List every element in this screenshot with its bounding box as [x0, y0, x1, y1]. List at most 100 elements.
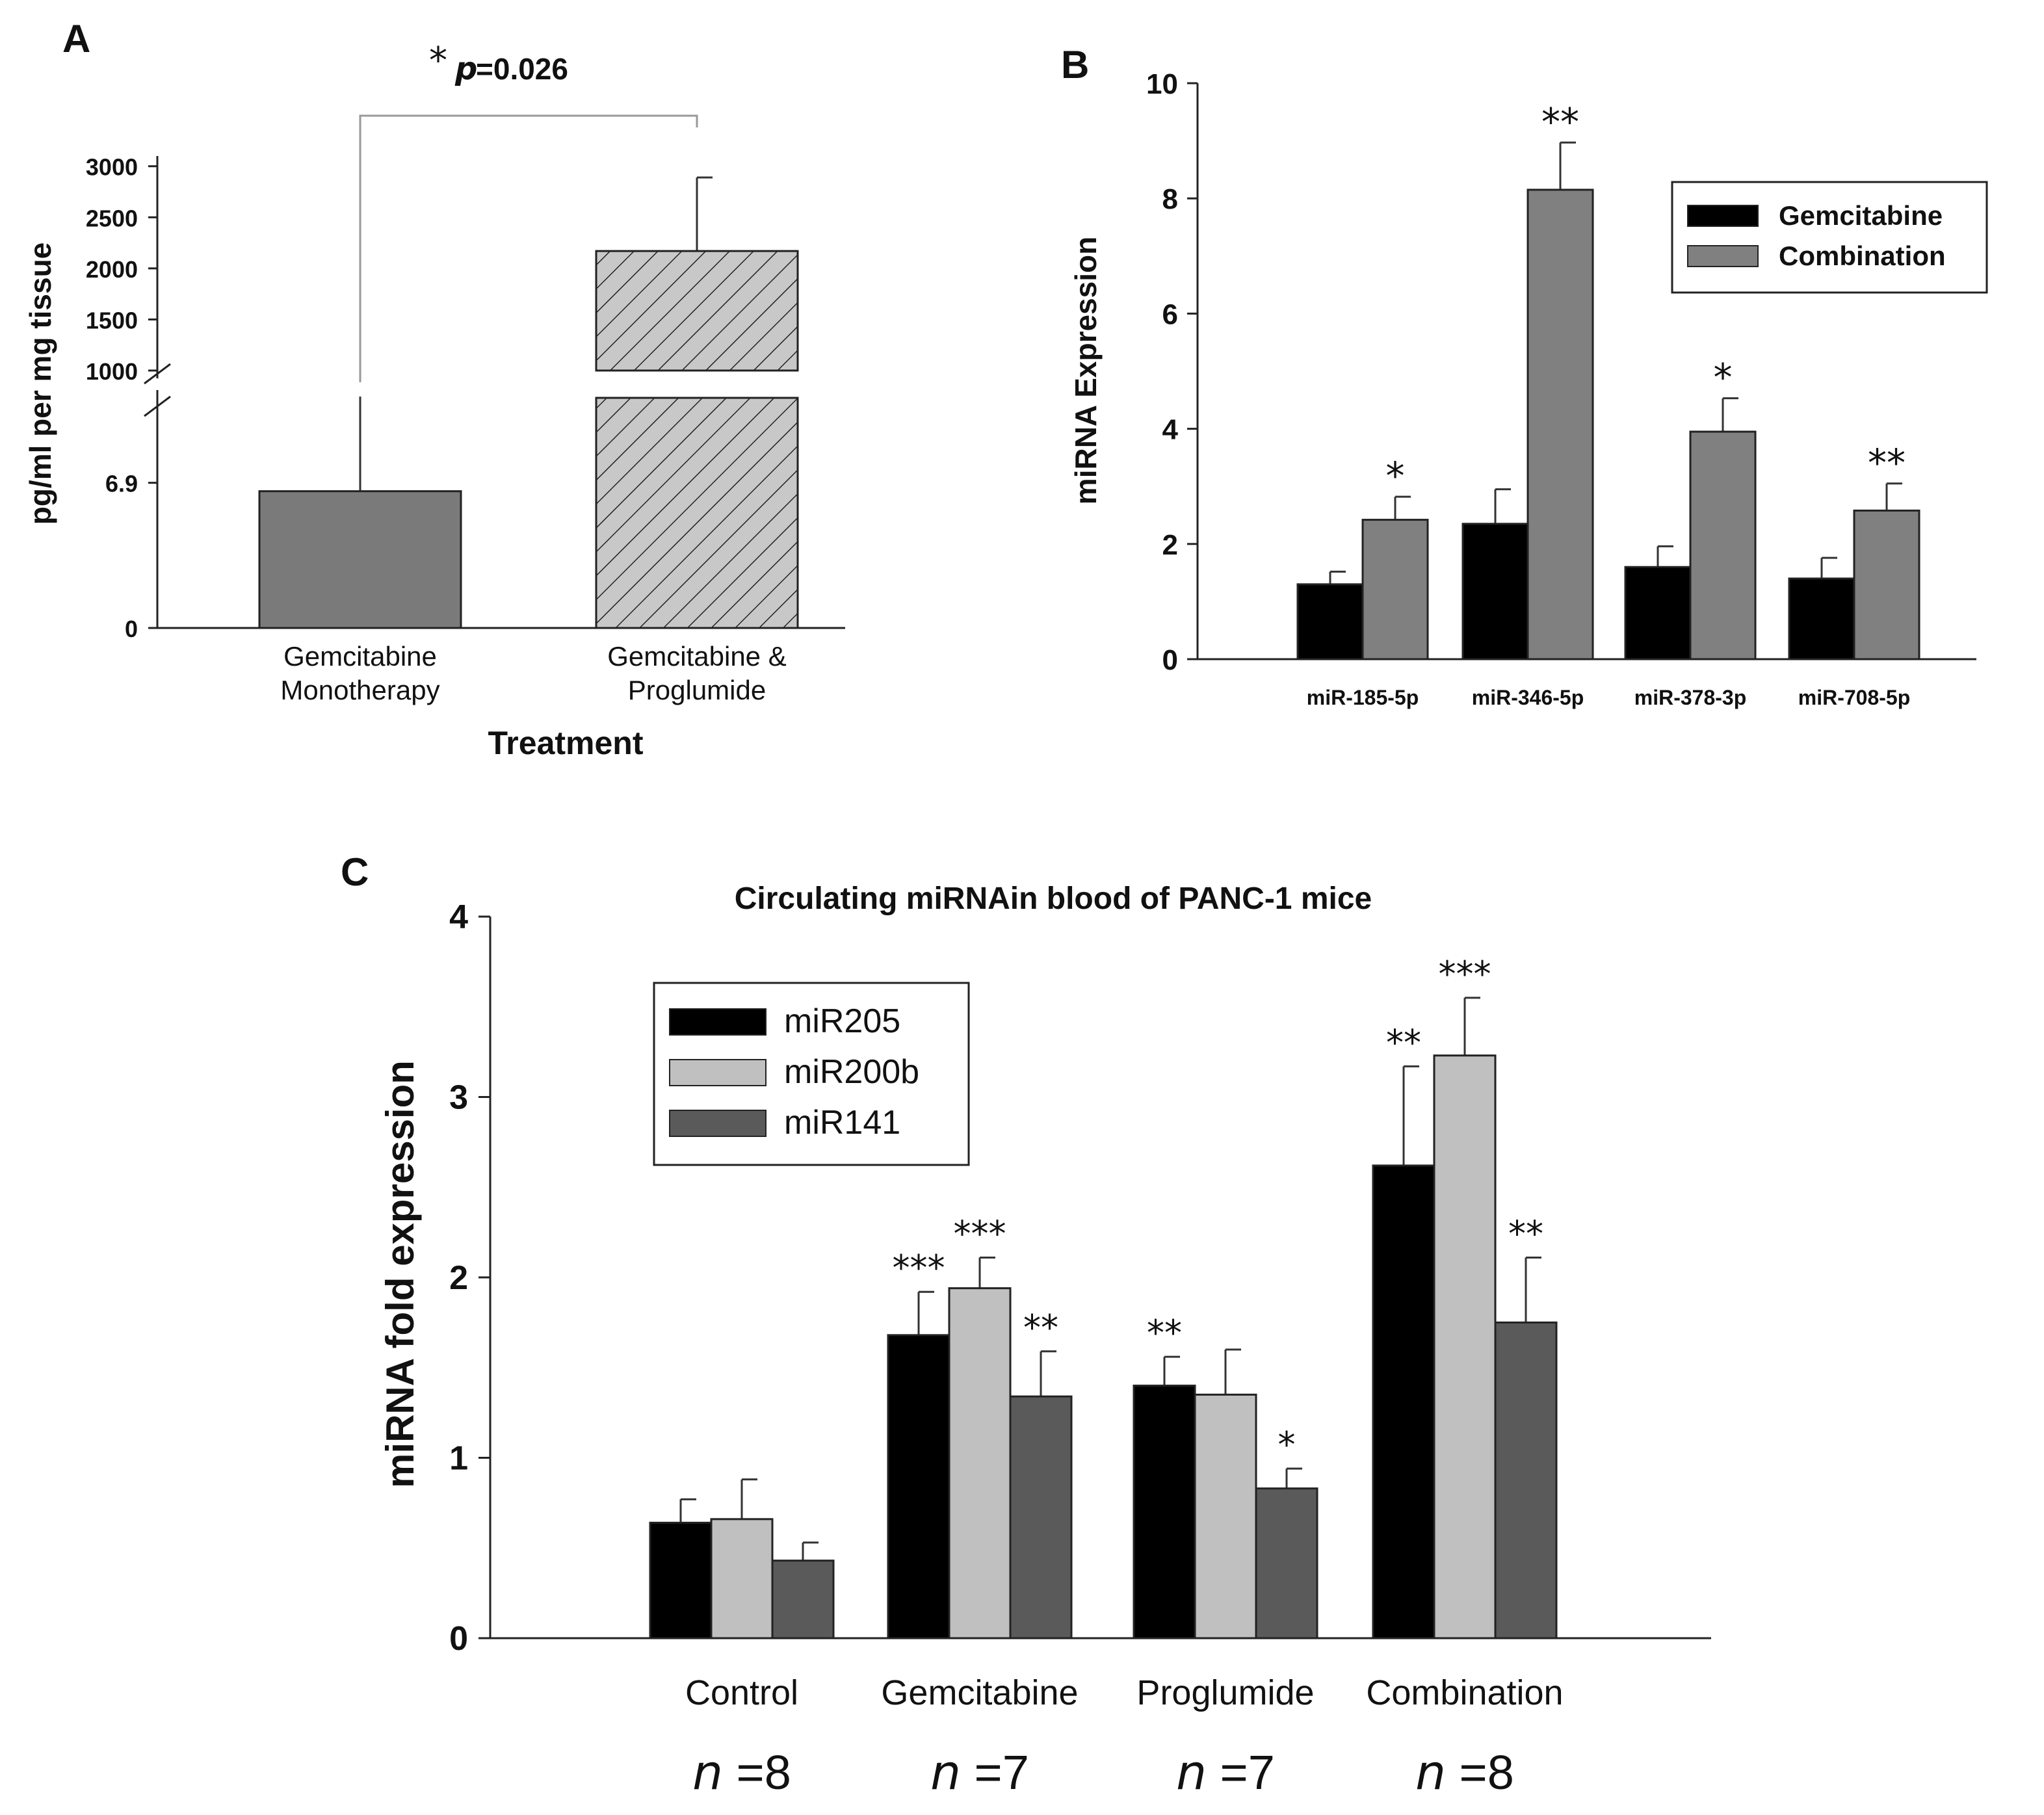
panel-c-legend-swatch [669, 1110, 766, 1137]
panel-c-bar [649, 1521, 713, 1639]
panel-a-sig-value: =0.026 [476, 52, 568, 86]
panel-c-significance-star: *** [954, 1213, 1006, 1254]
panel-c-significance-star: ** [1147, 1312, 1182, 1353]
panel-c-significance-star: * [1278, 1424, 1296, 1465]
panel-c-significance-star: *** [1439, 954, 1491, 995]
panel-c-n-label: n =8 [692, 1745, 791, 1801]
panel-c-significance-star: ** [1023, 1307, 1058, 1348]
panel-c-legend-swatch [669, 1059, 766, 1086]
panel-c-ytick-label: 2 [449, 1259, 468, 1297]
panel-b-significance-star: * [1714, 356, 1733, 400]
panel-a-bar-upper [595, 250, 799, 372]
panel-c-bar [771, 1560, 835, 1639]
panel-c-legend-swatch [669, 1008, 766, 1036]
panel-a-axis-break-mark [144, 363, 171, 385]
panel-c-legend-label: miR141 [784, 1104, 900, 1142]
panel-c-bar [710, 1518, 774, 1639]
panel-c-n-value: =7 [961, 1745, 1029, 1799]
panel-b-significance-star: ** [1541, 99, 1579, 144]
panel-c-xtick-label: Gemcitabine [881, 1673, 1078, 1712]
panel-b-significance-star: * [1386, 454, 1405, 498]
panel-b-legend-swatch [1687, 205, 1759, 227]
panel-c-bar [1494, 1321, 1558, 1639]
panel-b-bar [1296, 583, 1364, 660]
panel-a-ylabel: pg/ml per mg tissue [23, 242, 57, 525]
panel-c-bar [1372, 1164, 1435, 1639]
panel-a-xtick-label: Gemcitabine & [607, 641, 786, 672]
panel-c-significance-star: *** [893, 1247, 945, 1288]
panel-a-xtick-label: Monotherapy [280, 675, 439, 705]
panel-a-bar [258, 490, 462, 629]
panel-c-bar [1433, 1054, 1497, 1639]
panel-c-bar [1194, 1393, 1257, 1639]
panel-c-n-symbol: n [1415, 1745, 1446, 1801]
panel-a-significance: * p =0.026 [429, 40, 568, 87]
panel-c-significance-star: ** [1508, 1213, 1543, 1254]
panel-a: A pg/ml per mg tissue Treatment * p =0.0… [23, 17, 845, 761]
panel-a-ytick-label: 1000 [86, 358, 138, 385]
panel-c-title: Circulating miRNAin blood of PANC-1 mice [735, 881, 1372, 916]
panel-c-xtick-label: Control [685, 1673, 798, 1712]
panel-b-letter: B [1061, 43, 1089, 86]
panel-c-significance-star: ** [1386, 1022, 1421, 1063]
panel-b-xtick-label: miR-708-5p [1798, 686, 1911, 709]
panel-c-legend-label: miR200b [784, 1053, 919, 1091]
panel-b-ytick-label: 8 [1162, 183, 1178, 215]
panel-b-plot: 0 2 4 6 8 10 * miR-185-5p ** miR-346-5p * miR-378-3… [1146, 68, 1988, 709]
panel-c-bar [1255, 1487, 1318, 1639]
panel-b-bar [1624, 566, 1692, 660]
panel-c-xtick-label: Combination [1366, 1673, 1563, 1712]
panel-b-xtick-label: miR-378-3p [1634, 686, 1747, 709]
panel-b-legend-label: Combination [1779, 241, 1946, 271]
panel-c-xtick-label: Proglumide [1136, 1673, 1314, 1712]
panel-a-xtick-label: Proglumide [628, 675, 766, 705]
panel-b-xtick-label: miR-346-5p [1472, 686, 1584, 709]
panel-b-ytick-label: 4 [1162, 414, 1179, 446]
panel-b-legend: Gemcitabine Combination [1671, 181, 1988, 294]
panel-c-n-label: n =7 [930, 1745, 1029, 1801]
panel-c-n-symbol: n [1176, 1745, 1207, 1801]
panel-c-n-value: =8 [723, 1745, 791, 1799]
panel-c-legend: miR205 miR200b miR141 [653, 982, 970, 1166]
panel-c-n-label: n =7 [1176, 1745, 1275, 1801]
panel-b: B miRNA Expression 0 2 4 6 8 10 * miR-185-5p ** m… [1061, 43, 1988, 709]
panel-a-ytick-label: 3000 [86, 154, 138, 181]
panel-b-ytick-label: 0 [1162, 644, 1178, 676]
panel-a-plot: 1000 1500 2000 2500 3000 0 6.9 GemcitabineMonot… [86, 114, 845, 705]
panel-b-legend-box [1671, 181, 1988, 294]
panel-b-significance-star: ** [1868, 441, 1906, 485]
panel-b-bar [1689, 430, 1757, 660]
panel-b-ytick-label: 10 [1146, 68, 1178, 100]
panel-a-sig-star: * [429, 40, 447, 82]
panel-a-axis-break-mark [144, 395, 171, 417]
panel-b-legend-label: Gemcitabine [1779, 200, 1943, 231]
panel-b-legend-swatch [1687, 245, 1759, 267]
panel-a-xtick-label: Gemcitabine [283, 641, 437, 672]
panel-c-letter: C [341, 850, 369, 894]
panel-c-bar [1133, 1385, 1196, 1639]
panel-c-ytick-label: 0 [449, 1620, 468, 1658]
panel-a-ytick-label: 0 [125, 616, 138, 642]
panel-a-ytick-label: 1500 [86, 307, 138, 333]
panel-c-n-symbol: n [692, 1745, 723, 1801]
panel-b-bar [1526, 189, 1594, 660]
panel-b-ytick-label: 2 [1162, 529, 1178, 561]
panel-a-ytick-label: 2000 [86, 256, 138, 283]
panel-b-xtick-label: miR-185-5p [1307, 686, 1419, 709]
panel-a-sig-bracket [359, 114, 698, 382]
panel-c-bar [887, 1334, 950, 1639]
panel-b-bar [1853, 509, 1920, 660]
panel-c-ytick-label: 1 [449, 1440, 468, 1478]
panel-c-ytick-label: 4 [449, 898, 468, 936]
panel-a-xlabel: Treatment [488, 725, 644, 761]
panel-a-bar-lower [595, 397, 799, 629]
panel-c-ytick-label: 3 [449, 1079, 468, 1117]
panel-a-ytick-label: 6.9 [105, 471, 138, 497]
panel-c: C Circulating miRNAin blood of PANC-1 mi… [341, 850, 1711, 1801]
panel-c-n-symbol: n [930, 1745, 961, 1801]
panel-a-sig-p: p [454, 51, 477, 87]
panel-b-ylabel: miRNA Expression [1069, 237, 1103, 504]
panel-b-ytick-label: 6 [1162, 298, 1178, 330]
